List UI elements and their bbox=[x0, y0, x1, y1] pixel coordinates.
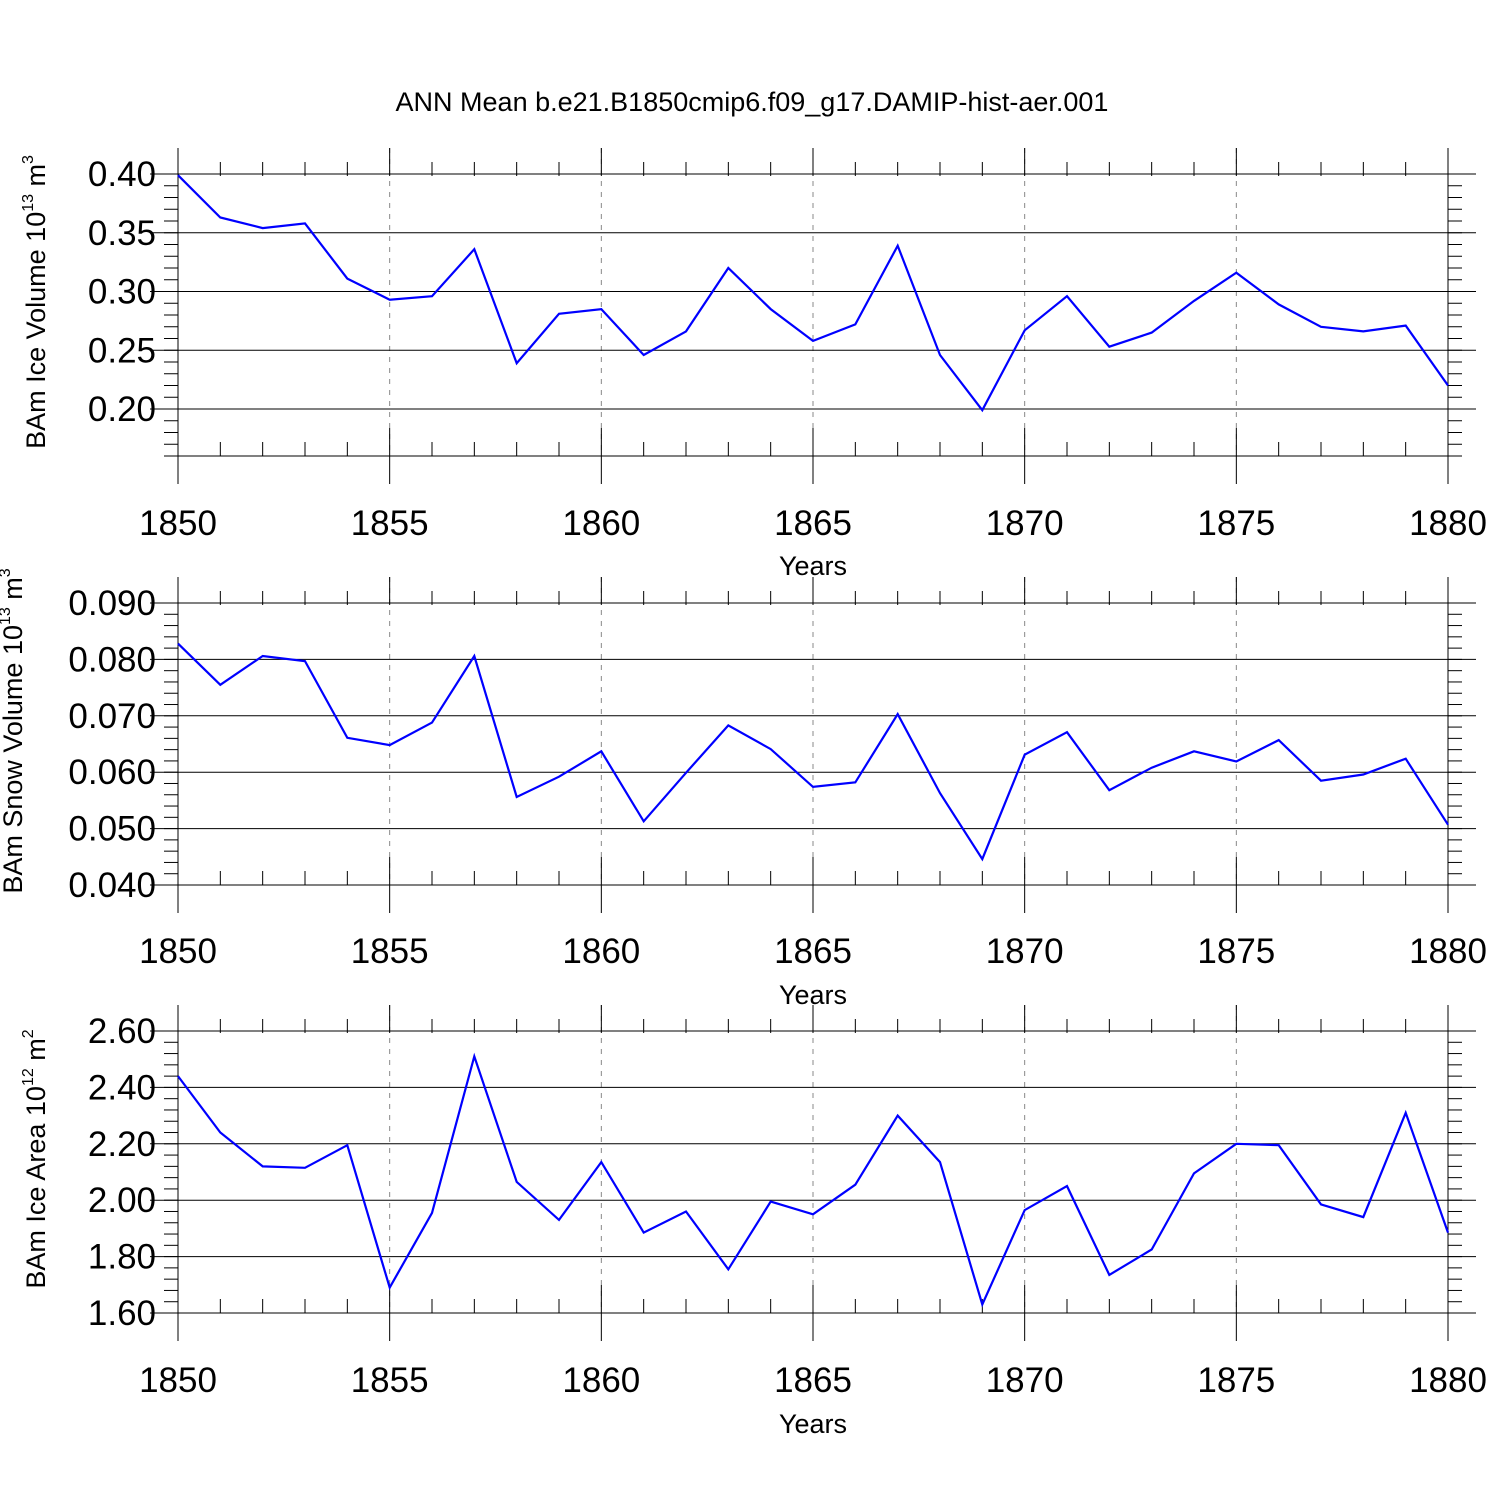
x-tick-label: 1855 bbox=[351, 1361, 429, 1400]
y-tick-label: 0.080 bbox=[68, 640, 156, 679]
y-tick-label: 0.25 bbox=[88, 331, 156, 370]
y-tick-label: 0.090 bbox=[68, 584, 156, 623]
x-tick-label: 1850 bbox=[139, 932, 217, 971]
x-tick-label: 1855 bbox=[351, 504, 429, 543]
y-tick-label: 0.040 bbox=[68, 866, 156, 905]
y-tick-label: 0.35 bbox=[88, 214, 156, 253]
y-tick-label: 0.30 bbox=[88, 273, 156, 312]
x-tick-label: 1870 bbox=[986, 504, 1064, 543]
x-tick-label: 1860 bbox=[562, 1361, 640, 1400]
series-line bbox=[177, 1052, 1450, 1308]
y-tick-label: 2.40 bbox=[88, 1068, 156, 1107]
x-tick-label: 1875 bbox=[1197, 504, 1275, 543]
x-tick-label: 1865 bbox=[774, 504, 852, 543]
panel-1: 0.20 0.25 0.30 0.35 0.40 1850 1855 1860 1865 1870… bbox=[20, 148, 1487, 581]
y-tick-label: 0.060 bbox=[68, 753, 156, 792]
x-tick-label: 1875 bbox=[1197, 932, 1275, 971]
y-tick-label: 2.00 bbox=[88, 1181, 156, 1220]
y-axis-title: BAm Ice Area 1012 m2 bbox=[20, 1029, 51, 1288]
panels: 0.20 0.25 0.30 0.35 0.40 1850 1855 1860 1865 1870… bbox=[0, 148, 1487, 1439]
x-tick-label: 1860 bbox=[562, 932, 640, 971]
x-tick-label: 1875 bbox=[1197, 1361, 1275, 1400]
figure-title: ANN Mean b.e21.B1850cmip6.f09_g17.DAMIP-… bbox=[396, 87, 1109, 117]
x-axis-title: Years bbox=[779, 551, 847, 581]
y-tick-label: 1.80 bbox=[88, 1238, 156, 1277]
y-axis-title: BAm Ice Volume 1013 m3 bbox=[20, 155, 51, 449]
x-tick-label: 1880 bbox=[1409, 932, 1487, 971]
x-tick-label: 1865 bbox=[774, 932, 852, 971]
y-tick-label: 2.20 bbox=[88, 1125, 156, 1164]
x-tick-label: 1880 bbox=[1409, 504, 1487, 543]
y-tick-label: 0.20 bbox=[88, 390, 156, 429]
x-tick-label: 1880 bbox=[1409, 1361, 1487, 1400]
x-tick-label: 1855 bbox=[351, 932, 429, 971]
x-tick-label: 1860 bbox=[562, 504, 640, 543]
y-axis-title: BAm Snow Volume 1013 m3 bbox=[0, 568, 28, 893]
panel-3: 1.60 1.80 2.00 2.20 2.40 2.60 1850 1855 1860 1865… bbox=[20, 1005, 1487, 1439]
panel-2: 0.040 0.050 0.060 0.070 0.080 0.090 1850 1855 18… bbox=[0, 568, 1487, 1010]
x-tick-label: 1850 bbox=[139, 504, 217, 543]
y-tick-label: 0.050 bbox=[68, 810, 156, 849]
x-tick-label: 1865 bbox=[774, 1361, 852, 1400]
x-tick-label: 1870 bbox=[986, 932, 1064, 971]
series-line bbox=[177, 642, 1449, 862]
y-tick-label: 0.40 bbox=[88, 155, 156, 194]
series-line bbox=[177, 174, 1449, 413]
x-axis-title: Years bbox=[779, 1409, 847, 1439]
y-tick-label: 2.60 bbox=[88, 1012, 156, 1051]
y-tick-label: 1.60 bbox=[88, 1294, 156, 1333]
y-tick-label: 0.070 bbox=[68, 697, 156, 736]
x-tick-label: 1870 bbox=[986, 1361, 1064, 1400]
x-tick-label: 1850 bbox=[139, 1361, 217, 1400]
